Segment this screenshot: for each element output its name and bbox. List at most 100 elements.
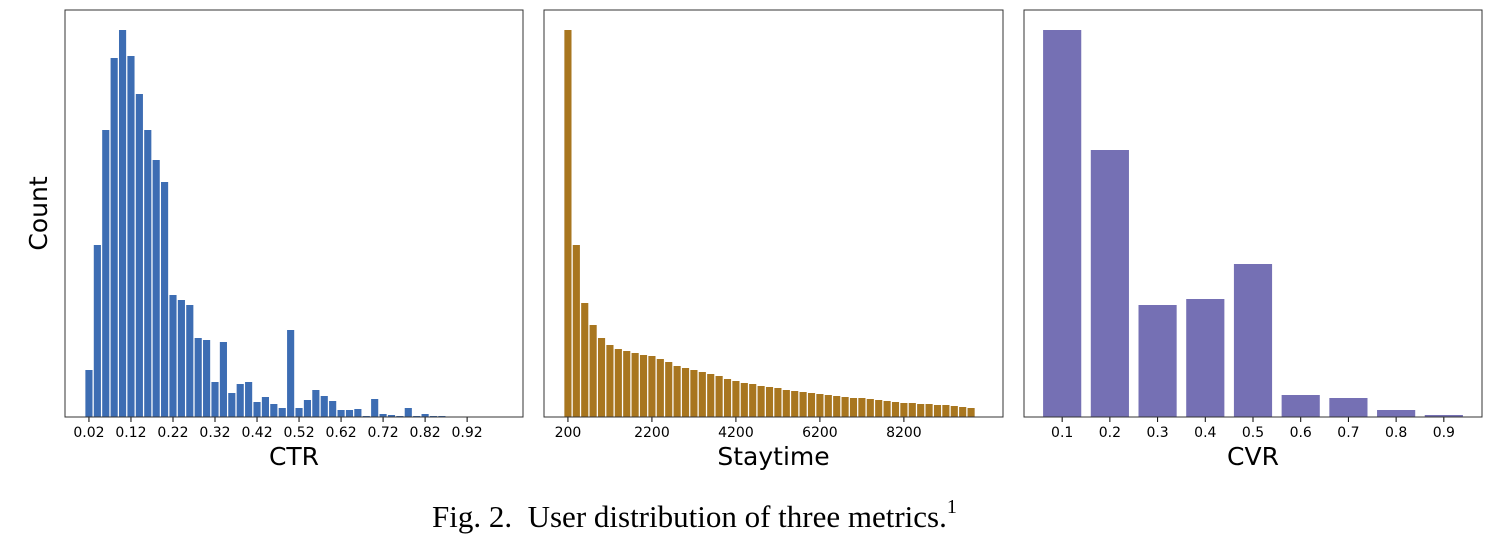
- bar: [917, 404, 925, 417]
- bar: [732, 381, 740, 417]
- bar: [387, 415, 396, 417]
- x-axis-label: Staytime: [717, 442, 829, 471]
- caption-text: Fig. 2. User distribution of three metri…: [432, 499, 947, 534]
- bar: [278, 408, 286, 417]
- bar: [740, 383, 748, 417]
- bar: [631, 353, 639, 417]
- bar: [110, 58, 118, 417]
- bar: [118, 30, 127, 417]
- bar: [371, 399, 379, 417]
- bar: [1281, 395, 1320, 417]
- bar: [589, 325, 597, 417]
- x-tick-label: 0.52: [283, 425, 314, 441]
- x-tick-label: 2200: [634, 425, 670, 441]
- bar: [639, 355, 648, 417]
- bar: [656, 359, 664, 417]
- bar: [345, 410, 354, 417]
- bar: [858, 398, 866, 417]
- bar: [715, 376, 723, 417]
- x-tick-label: 0.22: [157, 425, 188, 441]
- bar: [883, 401, 891, 417]
- x-axis-label: CVR: [1227, 442, 1279, 471]
- bar: [211, 382, 219, 417]
- bar: [127, 56, 135, 417]
- bar: [219, 342, 227, 417]
- bar: [690, 370, 698, 417]
- bar: [648, 356, 656, 417]
- bar: [186, 305, 194, 417]
- bar: [807, 393, 816, 417]
- bar: [135, 94, 143, 417]
- x-tick-label: 0.72: [367, 425, 398, 441]
- bar: [749, 384, 757, 417]
- bar: [665, 362, 673, 417]
- bar: [673, 366, 681, 417]
- x-tick-label: 0.92: [452, 425, 483, 441]
- bar: [93, 245, 101, 417]
- plot-frame: [64, 9, 524, 418]
- bar: [698, 372, 706, 417]
- bar: [614, 349, 622, 417]
- bar: [161, 182, 169, 417]
- bar: [236, 384, 244, 417]
- bar: [320, 396, 328, 417]
- bar: [774, 388, 782, 417]
- bar: [791, 391, 799, 417]
- bar: [950, 406, 958, 417]
- bar: [1329, 398, 1368, 417]
- bar: [312, 390, 320, 417]
- bar: [295, 408, 303, 417]
- x-tick-label: 0.42: [241, 425, 272, 441]
- x-tick-label: 0.9: [1433, 425, 1455, 441]
- bar: [152, 160, 160, 417]
- bar: [85, 370, 93, 417]
- plot-frame: [543, 9, 1004, 418]
- x-tick-label: 0.1: [1051, 425, 1073, 441]
- bar: [833, 396, 841, 417]
- bar: [303, 400, 312, 417]
- bar: [421, 414, 429, 417]
- bar: [841, 397, 849, 417]
- x-tick-label: 0.6: [1290, 425, 1312, 441]
- bar: [942, 405, 950, 417]
- bar: [228, 393, 236, 417]
- y-axis-label: Count: [24, 176, 53, 250]
- x-tick-label: 6200: [802, 425, 838, 441]
- bar: [900, 403, 908, 417]
- bar: [1424, 415, 1463, 417]
- bar: [261, 397, 269, 417]
- bar: [849, 398, 858, 417]
- x-tick-label: 0.02: [73, 425, 104, 441]
- bar: [270, 404, 278, 417]
- bar: [102, 130, 110, 417]
- bar: [681, 368, 690, 417]
- bar: [933, 405, 942, 417]
- x-tick-label: 0.5: [1242, 425, 1264, 441]
- bar: [1186, 299, 1225, 417]
- bar: [329, 401, 337, 417]
- bar: [1090, 150, 1129, 417]
- bar: [908, 403, 916, 417]
- bar: [177, 300, 185, 417]
- bar: [354, 409, 362, 417]
- bar: [959, 407, 967, 417]
- x-tick-label: 4200: [718, 425, 754, 441]
- bar: [824, 395, 832, 417]
- bar: [379, 414, 387, 417]
- x-tick-label: 200: [555, 425, 582, 441]
- bar: [287, 330, 295, 417]
- bar: [757, 386, 765, 417]
- bar: [597, 338, 606, 417]
- x-tick-label: 0.12: [115, 425, 146, 441]
- x-tick-label: 0.82: [410, 425, 441, 441]
- bar: [581, 303, 589, 417]
- plot-frame: [1023, 9, 1483, 418]
- bar: [606, 345, 614, 417]
- caption: Fig. 2. User distribution of three metri…: [432, 496, 957, 535]
- bar: [799, 392, 807, 417]
- bar: [404, 408, 412, 417]
- x-tick-label: 8200: [886, 425, 922, 441]
- bar: [194, 338, 202, 417]
- bar: [564, 30, 572, 417]
